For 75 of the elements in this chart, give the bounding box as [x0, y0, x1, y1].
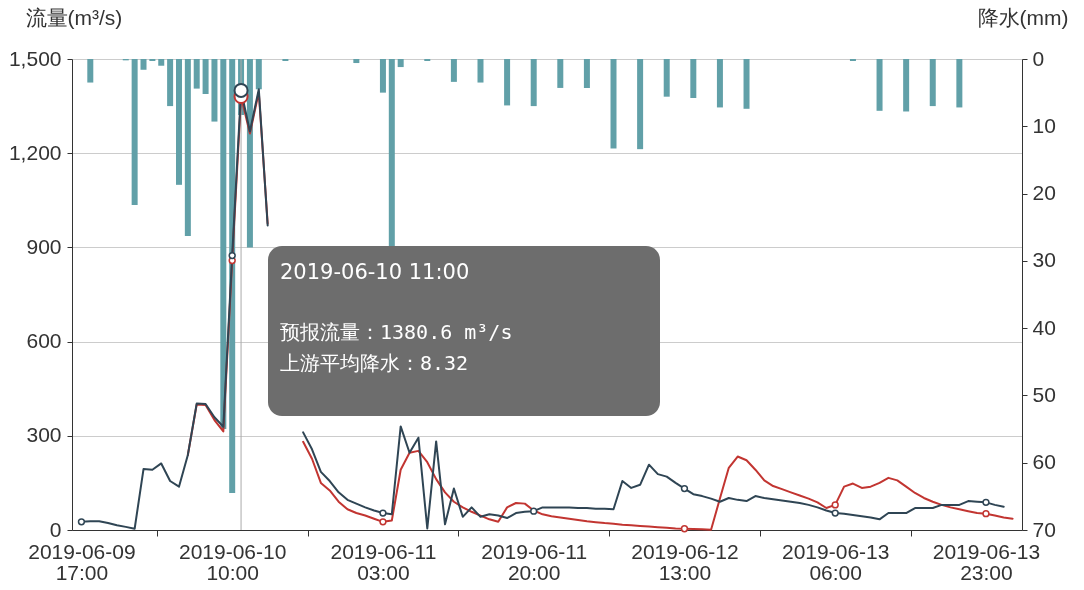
y2-tick-label: 10	[1032, 113, 1056, 137]
bar	[424, 59, 431, 62]
y2-tick-label: 30	[1032, 248, 1056, 272]
bar	[388, 59, 395, 248]
bar	[637, 59, 644, 150]
bar	[450, 59, 457, 82]
point	[680, 484, 689, 493]
bar	[504, 59, 511, 106]
bar	[175, 59, 182, 185]
point	[831, 501, 839, 509]
bar	[903, 59, 910, 112]
y2-tick-label: 20	[1032, 181, 1056, 205]
bar	[530, 59, 537, 107]
x-tick-label: 2019-06-13 06:00	[782, 539, 890, 584]
bar	[158, 59, 165, 66]
x-tick-label: 2019-06-10 10:00	[178, 539, 287, 584]
point	[228, 251, 236, 260]
bar	[193, 59, 200, 89]
bar	[379, 59, 386, 93]
bar	[557, 59, 564, 88]
bar	[929, 59, 936, 107]
x-tick-label: 2019-06-12 13:00	[631, 539, 739, 584]
point	[379, 518, 387, 526]
y-tick-label: 900	[26, 234, 62, 258]
bar	[87, 59, 94, 83]
bar	[610, 59, 617, 149]
point	[831, 509, 839, 517]
bar	[184, 59, 191, 236]
y2-tick-label: 60	[1032, 450, 1056, 474]
bar	[282, 59, 289, 62]
bar	[167, 59, 174, 107]
bar	[956, 59, 963, 108]
x-tick-label: 2019-06-09 17:00	[28, 539, 136, 584]
bar	[149, 59, 156, 62]
x-tick-label: 2019-06-11 03:00	[330, 539, 437, 584]
bar	[246, 59, 253, 248]
bar	[131, 59, 138, 206]
y-tick-label: 300	[26, 423, 62, 447]
point	[680, 525, 689, 533]
y-tick-label: 600	[26, 329, 62, 353]
y-tick-label: 1,200	[8, 140, 62, 164]
y-tick-label: 0	[49, 517, 62, 541]
bar	[220, 59, 227, 430]
bar	[690, 59, 697, 99]
bar	[353, 59, 360, 64]
tooltip: 2019-06-10 11:00 预报流量：1380.6 m³/s 上游平均降水：8.32	[268, 246, 660, 416]
y-axis-title: 流量(m³/s)	[25, 5, 123, 29]
y2-tick-label: 0	[1032, 46, 1045, 70]
bar	[255, 59, 262, 90]
bar	[397, 59, 404, 68]
y2-tick-label: 40	[1032, 315, 1056, 339]
bar	[202, 59, 209, 94]
bar	[140, 59, 147, 70]
point	[77, 518, 86, 526]
bar	[743, 59, 750, 109]
bar	[477, 59, 484, 83]
annotation: 2019-06-10 11:00	[280, 259, 471, 286]
y2-tick-label: 50	[1032, 382, 1056, 406]
point	[379, 509, 387, 517]
bar	[583, 59, 590, 88]
point	[982, 498, 990, 507]
x-tick-label: 2019-06-11 20:00	[481, 539, 588, 584]
y-tick-label: 1,500	[8, 46, 62, 70]
annotation: 上游平均降水：8.32	[280, 350, 470, 377]
x-tick-label: 2019-06-13 23:00	[932, 539, 1041, 584]
bar	[211, 59, 218, 122]
bar	[716, 59, 723, 108]
y2-axis-title: 降水(mm)	[977, 5, 1069, 29]
y2-tick-label: 70	[1032, 517, 1056, 541]
bar	[663, 59, 670, 97]
point	[982, 510, 990, 518]
bar	[849, 59, 856, 62]
point	[530, 507, 538, 515]
annotation: 预报流量：1380.6 m³/s	[280, 319, 514, 346]
bar	[876, 59, 883, 111]
